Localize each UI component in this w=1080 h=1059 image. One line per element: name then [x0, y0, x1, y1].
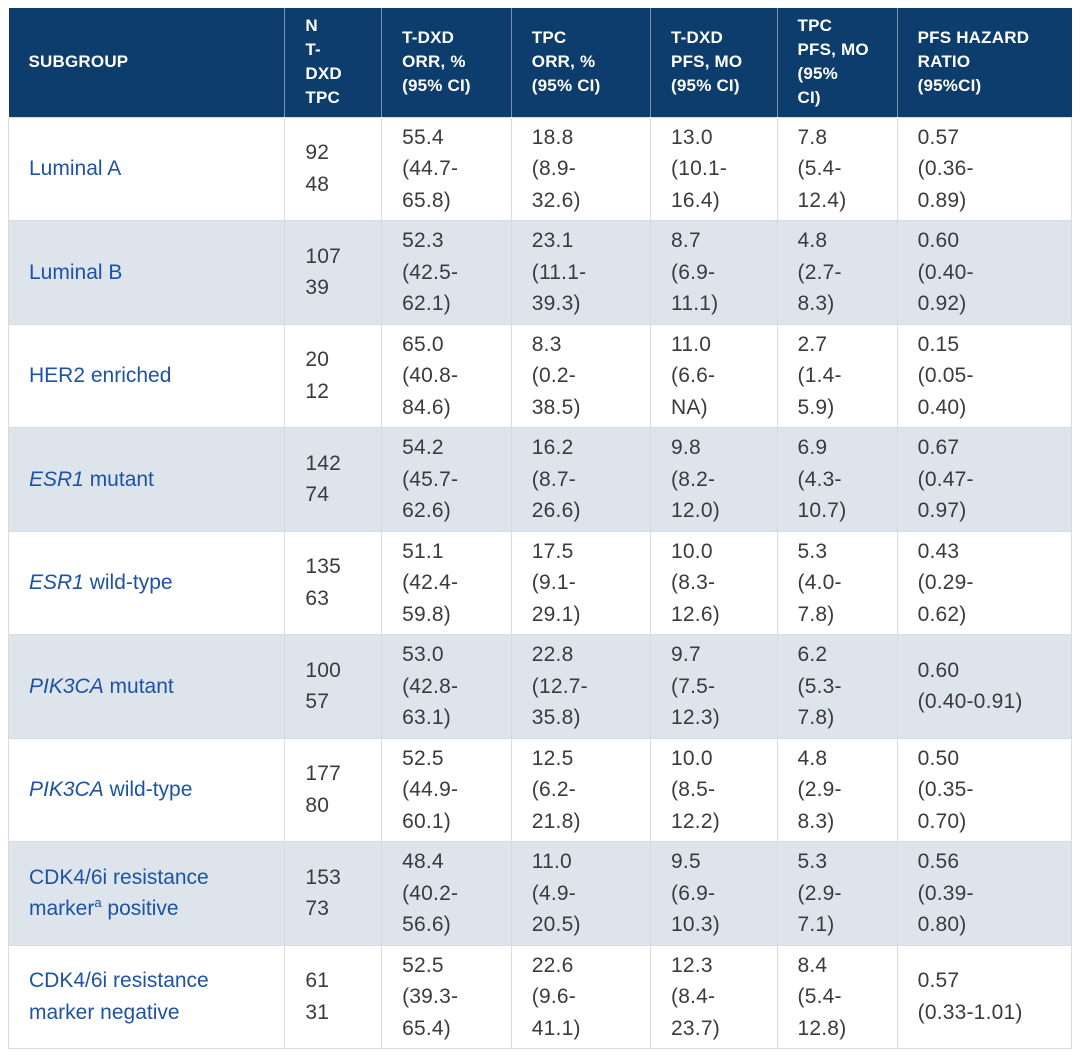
table-row: PIK3CA mutant 100 57 53.0 (42.8- 63.1) 22.8… [7, 634, 1073, 739]
cell-tpc-pfs: 8.4 (5.4- 12.8) [776, 944, 898, 1049]
cell-tpc-orr: 22.6 (9.6- 41.1) [510, 944, 652, 1049]
subgroup-label: wild-type [83, 571, 173, 594]
subgroup-label: mutant [83, 467, 154, 491]
cell-tpc-pfs: 2.7 (1.4- 5.9) [776, 323, 898, 428]
cell-t-dxd-orr: 52.3 (42.5- 62.1) [381, 220, 512, 325]
header-subgroup: SUBGROUP [8, 8, 286, 117]
gene-name: PIK3CA [29, 778, 104, 801]
cell-tpc-pfs: 6.2 (5.3- 7.8) [776, 634, 898, 739]
cell-n-t-dxd-tpc: 20 12 [284, 323, 383, 428]
subgroup-cell: Luminal B [7, 220, 286, 325]
subgroup-label: Luminal B [29, 260, 123, 284]
cell-pfs-hazard-ratio: 0.57 (0.33-1.01) [896, 944, 1073, 1049]
header-t-dxd-orr: T-DXD ORR, % (95% CI) [381, 8, 512, 117]
cell-tpc-pfs: 4.8 (2.9- 8.3) [776, 737, 898, 842]
cell-tpc-orr: 18.8 (8.9- 32.6) [510, 116, 652, 221]
header-pfs-hazard-ratio: PFS HAZARD RATIO (95%CI) [897, 8, 1072, 117]
subgroup-cell: ESR1 mutant [7, 427, 286, 532]
cell-t-dxd-orr: 65.0 (40.8- 84.6) [381, 323, 512, 428]
cell-t-dxd-pfs: 11.0 (6.6- NA) [650, 323, 778, 428]
cell-n-t-dxd-tpc: 107 39 [284, 220, 383, 325]
subgroup-cell: PIK3CA wild-type [7, 737, 286, 842]
subgroup-cell: HER2 enriched [7, 323, 286, 428]
cell-t-dxd-pfs: 13.0 (10.1- 16.4) [650, 116, 778, 221]
cell-t-dxd-orr: 51.1 (42.4- 59.8) [381, 530, 512, 635]
cell-n-t-dxd-tpc: 135 63 [284, 530, 383, 635]
subgroup-cell: Luminal A [7, 116, 286, 221]
table-body: Luminal A 92 48 55.4 (44.7- 65.8) 18.8 (8.9… [7, 116, 1073, 1049]
table-row: ESR1 wild-type 135 63 51.1 (42.4- 59.8) 17.… [7, 530, 1073, 635]
cell-pfs-hazard-ratio: 0.50 (0.35- 0.70) [896, 737, 1073, 842]
cell-n-t-dxd-tpc: 153 73 [284, 841, 383, 946]
subgroup-cell: PIK3CA mutant [7, 634, 286, 739]
footnote-marker: a [94, 895, 102, 911]
cell-tpc-pfs: 5.3 (2.9- 7.1) [776, 841, 898, 946]
subgroup-label: Luminal A [29, 157, 122, 180]
cell-tpc-orr: 12.5 (6.2- 21.8) [510, 737, 652, 842]
subgroup-label: wild-type [103, 778, 193, 801]
gene-name: ESR1 [29, 467, 84, 491]
subgroup-cell: CDK4/6i resistance markera positive [7, 841, 286, 946]
cell-tpc-pfs: 4.8 (2.7- 8.3) [776, 220, 898, 325]
subgroup-cell: ESR1 wild-type [7, 530, 286, 635]
table-row: CDK4/6i resistance marker negative 61 31 5… [7, 944, 1073, 1049]
header-row: SUBGROUP N T- DXD TPC T-DXD ORR, % (95% … [8, 8, 1072, 117]
cell-pfs-hazard-ratio: 0.15 (0.05- 0.40) [896, 323, 1073, 428]
cell-tpc-orr: 16.2 (8.7- 26.6) [510, 427, 652, 532]
cell-t-dxd-pfs: 10.0 (8.5- 12.2) [650, 737, 778, 842]
cell-pfs-hazard-ratio: 0.57 (0.36- 0.89) [896, 116, 1073, 221]
cell-t-dxd-orr: 53.0 (42.8- 63.1) [381, 634, 512, 739]
cell-tpc-orr: 22.8 (12.7- 35.8) [510, 634, 652, 739]
cell-tpc-orr: 17.5 (9.1- 29.1) [510, 530, 652, 635]
cell-tpc-orr: 8.3 (0.2- 38.5) [510, 323, 652, 428]
cell-n-t-dxd-tpc: 61 31 [284, 944, 383, 1049]
cell-n-t-dxd-tpc: 177 80 [284, 737, 383, 842]
cell-n-t-dxd-tpc: 142 74 [284, 427, 383, 532]
table-row: Luminal A 92 48 55.4 (44.7- 65.8) 18.8 (8.9… [7, 116, 1073, 221]
cell-tpc-pfs: 7.8 (5.4- 12.4) [776, 116, 898, 221]
cell-tpc-orr: 11.0 (4.9- 20.5) [510, 841, 652, 946]
subgroup-label: mutant [103, 674, 174, 698]
table-row: PIK3CA wild-type 177 80 52.5 (44.9- 60.1) 1… [7, 737, 1073, 842]
cell-tpc-pfs: 6.9 (4.3- 10.7) [776, 427, 898, 532]
cell-pfs-hazard-ratio: 0.67 (0.47- 0.97) [896, 427, 1073, 532]
cell-t-dxd-pfs: 9.8 (8.2- 12.0) [650, 427, 778, 532]
cell-t-dxd-orr: 54.2 (45.7- 62.6) [381, 427, 512, 532]
cell-t-dxd-orr: 52.5 (44.9- 60.1) [381, 737, 512, 842]
cell-pfs-hazard-ratio: 0.56 (0.39- 0.80) [896, 841, 1073, 946]
subgroup-label: CDK4/6i resistance marker [29, 865, 209, 921]
subgroup-label: positive [101, 897, 179, 921]
cell-t-dxd-pfs: 9.5 (6.9- 10.3) [650, 841, 778, 946]
cell-pfs-hazard-ratio: 0.43 (0.29- 0.62) [896, 530, 1073, 635]
table-row: CDK4/6i resistance markera positive 153 7… [7, 841, 1073, 946]
gene-name: PIK3CA [29, 674, 104, 698]
subgroup-label: HER2 enriched [29, 364, 172, 387]
cell-tpc-orr: 23.1 (11.1- 39.3) [510, 220, 652, 325]
cell-t-dxd-pfs: 12.3 (8.4- 23.7) [650, 944, 778, 1049]
table-header: SUBGROUP N T- DXD TPC T-DXD ORR, % (95% … [8, 8, 1072, 117]
subgroup-analysis-table: SUBGROUP N T- DXD TPC T-DXD ORR, % (95% … [7, 8, 1073, 1049]
cell-tpc-pfs: 5.3 (4.0- 7.8) [776, 530, 898, 635]
table-row: HER2 enriched 20 12 65.0 (40.8- 84.6) 8.3 (… [7, 323, 1073, 428]
subgroup-cell: CDK4/6i resistance marker negative [7, 944, 286, 1049]
cell-t-dxd-orr: 48.4 (40.2- 56.6) [381, 841, 512, 946]
header-tpc-orr: TPC ORR, % (95% CI) [511, 8, 652, 117]
subgroup-label: CDK4/6i resistance marker negative [29, 969, 209, 1024]
header-t-dxd-pfs: T-DXD PFS, MO (95% CI) [650, 8, 778, 117]
cell-t-dxd-orr: 55.4 (44.7- 65.8) [381, 116, 512, 221]
cell-t-dxd-pfs: 10.0 (8.3- 12.6) [650, 530, 778, 635]
table-row: ESR1 mutant 142 74 54.2 (45.7- 62.6) 16.2 (… [7, 427, 1073, 532]
cell-pfs-hazard-ratio: 0.60 (0.40- 0.92) [896, 220, 1073, 325]
cell-t-dxd-orr: 52.5 (39.3- 65.4) [381, 944, 512, 1049]
cell-pfs-hazard-ratio: 0.60 (0.40-0.91) [896, 634, 1073, 739]
cell-n-t-dxd-tpc: 92 48 [284, 116, 383, 221]
header-tpc-pfs: TPC PFS, MO (95% CI) [777, 8, 898, 117]
header-n-t-dxd-tpc: N T- DXD TPC [284, 8, 383, 117]
cell-t-dxd-pfs: 8.7 (6.9- 11.1) [650, 220, 778, 325]
gene-name: ESR1 [29, 571, 84, 594]
table-row: Luminal B 107 39 52.3 (42.5- 62.1) 23.1 (11… [7, 220, 1073, 325]
cell-t-dxd-pfs: 9.7 (7.5- 12.3) [650, 634, 778, 739]
cell-n-t-dxd-tpc: 100 57 [284, 634, 383, 739]
